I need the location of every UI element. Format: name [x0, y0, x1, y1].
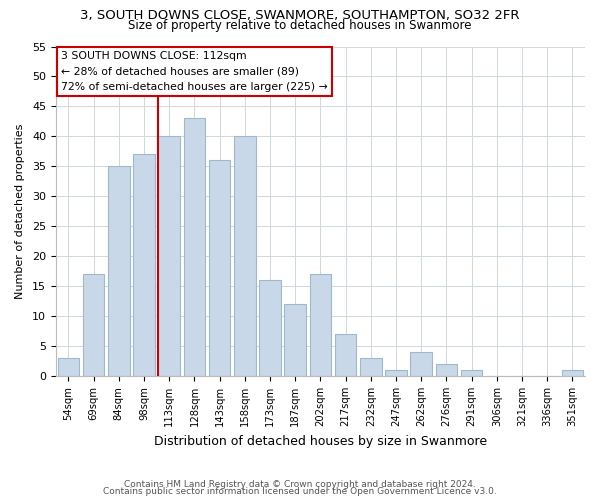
Text: Contains public sector information licensed under the Open Government Licence v3: Contains public sector information licen…: [103, 488, 497, 496]
Bar: [385, 370, 407, 376]
X-axis label: Distribution of detached houses by size in Swanmore: Distribution of detached houses by size …: [154, 434, 487, 448]
Bar: [133, 154, 155, 376]
Bar: [184, 118, 205, 376]
Bar: [234, 136, 256, 376]
Y-axis label: Number of detached properties: Number of detached properties: [15, 124, 25, 299]
Bar: [284, 304, 306, 376]
Bar: [562, 370, 583, 376]
Bar: [410, 352, 432, 376]
Bar: [108, 166, 130, 376]
Bar: [310, 274, 331, 376]
Bar: [461, 370, 482, 376]
Bar: [158, 136, 180, 376]
Bar: [58, 358, 79, 376]
Bar: [360, 358, 382, 376]
Bar: [335, 334, 356, 376]
Text: 3, SOUTH DOWNS CLOSE, SWANMORE, SOUTHAMPTON, SO32 2FR: 3, SOUTH DOWNS CLOSE, SWANMORE, SOUTHAMP…: [80, 8, 520, 22]
Bar: [83, 274, 104, 376]
Bar: [436, 364, 457, 376]
Bar: [259, 280, 281, 376]
Text: 3 SOUTH DOWNS CLOSE: 112sqm
← 28% of detached houses are smaller (89)
72% of sem: 3 SOUTH DOWNS CLOSE: 112sqm ← 28% of det…: [61, 52, 328, 92]
Text: Size of property relative to detached houses in Swanmore: Size of property relative to detached ho…: [128, 19, 472, 32]
Bar: [209, 160, 230, 376]
Text: Contains HM Land Registry data © Crown copyright and database right 2024.: Contains HM Land Registry data © Crown c…: [124, 480, 476, 489]
